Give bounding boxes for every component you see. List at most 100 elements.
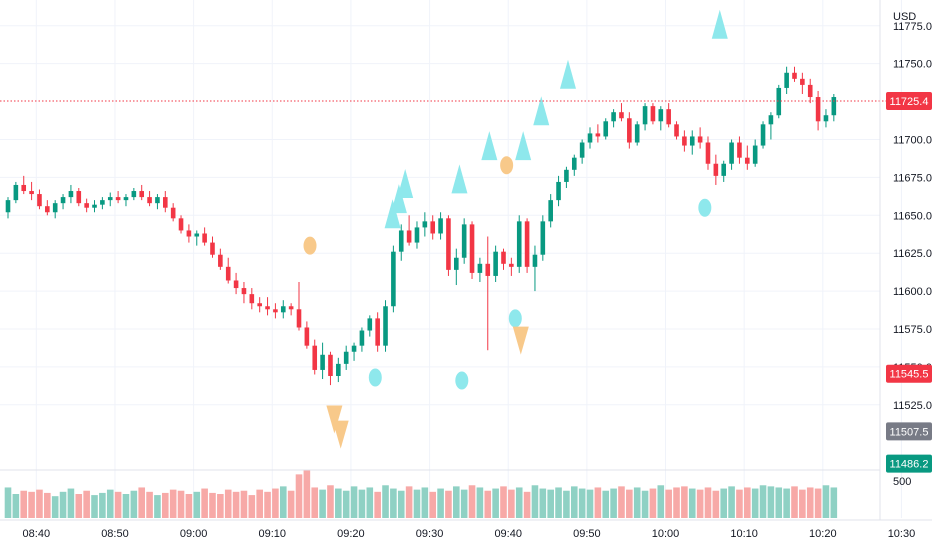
candle (548, 194, 553, 228)
candle-body (288, 306, 294, 310)
candle (5, 197, 11, 219)
candle (603, 118, 609, 140)
candle-body (328, 354, 333, 376)
candle (414, 221, 420, 249)
volume-bar (492, 488, 499, 518)
price-label-text: 11545.5 (890, 369, 929, 381)
candle (697, 127, 703, 149)
candle (68, 184, 74, 204)
candle-body (509, 263, 514, 267)
volume-bar (759, 485, 767, 518)
volume-bar (311, 487, 319, 518)
candle (800, 72, 805, 94)
candle-body (414, 227, 420, 243)
volume-bar (508, 489, 515, 518)
volume-bar (515, 487, 523, 518)
volume-bar (523, 491, 531, 518)
candle-body (564, 169, 569, 182)
candle (469, 221, 475, 279)
candle (532, 245, 538, 292)
candle (202, 227, 207, 246)
currency-label: USD (893, 11, 916, 23)
candle (611, 109, 616, 128)
y-tick-label: 11700.0 (893, 134, 932, 146)
candle (737, 136, 742, 164)
price-axis[interactable]: 11775.0 11750.0 11700.0 11675.0 11650.0 11625… (886, 21, 932, 473)
volume-bar (59, 491, 67, 518)
candle (729, 139, 734, 170)
volume-bar (44, 492, 51, 518)
x-tick-label: 08:50 (101, 528, 129, 540)
candle-body (532, 254, 538, 267)
candle (328, 351, 333, 386)
candles (5, 66, 837, 386)
price-label-bg (886, 454, 932, 473)
candle (579, 139, 585, 164)
volume-bar (397, 490, 405, 518)
candle (107, 192, 113, 207)
candle-body (52, 203, 58, 213)
candle (76, 188, 82, 207)
candle-body (210, 242, 215, 255)
volume-bar (51, 496, 59, 518)
volume-bar (500, 486, 507, 518)
price-label-text: 11507.5 (890, 426, 929, 438)
volume-bar (602, 490, 610, 518)
signal-circle (508, 309, 522, 328)
candle-body (792, 72, 797, 79)
volume-bar (437, 488, 444, 518)
volume-bar (744, 487, 751, 518)
x-tick-label: 10:00 (652, 528, 680, 540)
volume-bar (272, 488, 279, 518)
candle-body (469, 224, 475, 273)
candle (336, 357, 341, 383)
volume-bar (688, 488, 696, 518)
candle (461, 218, 467, 264)
candle-body (163, 197, 168, 208)
candle (713, 154, 719, 185)
buy-signal-triangle (384, 199, 401, 229)
candle-body (147, 197, 152, 204)
price-label-tag: 11725.4 (886, 91, 932, 110)
volume-bar (649, 488, 657, 518)
volume-bar (704, 487, 712, 518)
candle (776, 84, 782, 119)
candle-body (336, 363, 341, 376)
candle (288, 303, 294, 316)
volume-bar (335, 488, 342, 518)
candle (658, 106, 664, 131)
volume-bar (578, 488, 586, 518)
candle (194, 230, 200, 246)
candle (351, 342, 357, 361)
volume-bar (224, 489, 232, 518)
candle-body (713, 163, 719, 176)
x-tick-label: 10:30 (888, 528, 916, 540)
candle-body (296, 309, 302, 328)
volume-bar (539, 488, 547, 518)
candle (241, 282, 247, 304)
y-tick-label: 11650.0 (893, 210, 932, 222)
sell-signal-triangle (332, 420, 349, 449)
candle-body (139, 191, 145, 198)
volume-bar (610, 488, 617, 518)
candle-body (634, 124, 640, 143)
volume-bar (201, 488, 208, 518)
candle (115, 191, 121, 204)
volume-bar (28, 491, 35, 518)
candle-body (501, 251, 506, 264)
candle (52, 200, 58, 219)
candle (627, 112, 632, 149)
candle-body (29, 191, 34, 195)
time-axis[interactable]: 08:40 08:50 09:00 09:10 09:20 09:30 09:40 09:50… (23, 528, 932, 540)
candle-body (619, 112, 624, 119)
price-label-bg (886, 91, 932, 110)
candle-body (21, 184, 27, 192)
volume-bar (531, 485, 539, 518)
candle (139, 184, 145, 201)
candle-body (697, 136, 703, 143)
volume-bar (657, 485, 665, 518)
candle (784, 66, 789, 94)
candle (163, 191, 168, 213)
price-label-tag: 11507.5 (886, 422, 932, 441)
